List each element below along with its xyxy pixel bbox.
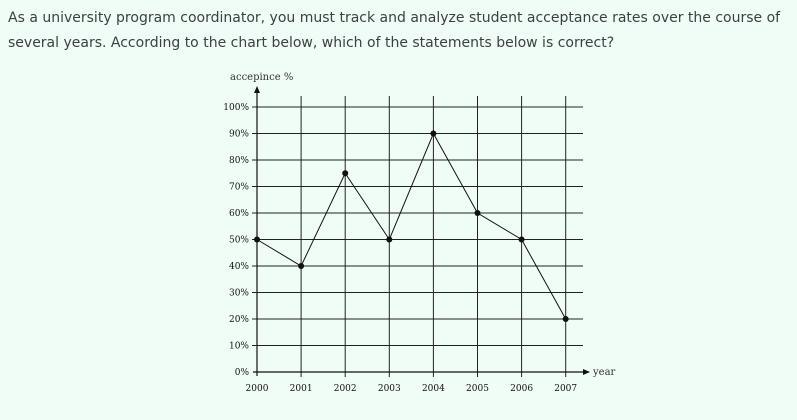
series-line	[256, 132, 567, 320]
y-tick-label: 70%	[229, 183, 249, 193]
x-tick-label: 2006	[510, 384, 533, 394]
y-tick-label: 60%	[229, 209, 249, 219]
data-point	[518, 236, 525, 243]
y-axis-arrow	[254, 86, 260, 93]
x-tick-label: 2005	[466, 384, 489, 394]
data-point	[342, 170, 349, 177]
x-axis-title: year	[592, 367, 616, 378]
y-tick-label: 50%	[229, 236, 249, 246]
x-tick-label: 2007	[554, 384, 577, 394]
x-tick-label: 2002	[334, 384, 357, 394]
y-tick-label: 0%	[235, 368, 250, 378]
data-point	[474, 210, 481, 216]
y-tick-label: 80%	[229, 156, 249, 166]
data-point	[386, 236, 393, 243]
data-point	[430, 130, 437, 137]
x-tick-label: 2001	[290, 384, 313, 394]
data-point	[562, 316, 569, 322]
y-axis-title: accepince %	[230, 72, 293, 83]
data-point	[254, 236, 260, 243]
x-tick-label: 2003	[378, 384, 401, 394]
x-tick-label: 2004	[422, 384, 445, 394]
y-tick-label: 30%	[229, 289, 249, 299]
y-tick-label: 10%	[229, 342, 249, 352]
y-tick-label: 40%	[229, 262, 249, 272]
question-text: As a university program coordinator, you…	[8, 10, 781, 51]
y-tick-label: 100%	[223, 103, 249, 113]
y-tick-label: 20%	[229, 315, 249, 325]
y-tick-label: 90%	[229, 130, 249, 140]
data-point	[298, 263, 305, 269]
x-axis-arrow	[583, 369, 590, 375]
x-tick-label: 2000	[246, 384, 269, 394]
